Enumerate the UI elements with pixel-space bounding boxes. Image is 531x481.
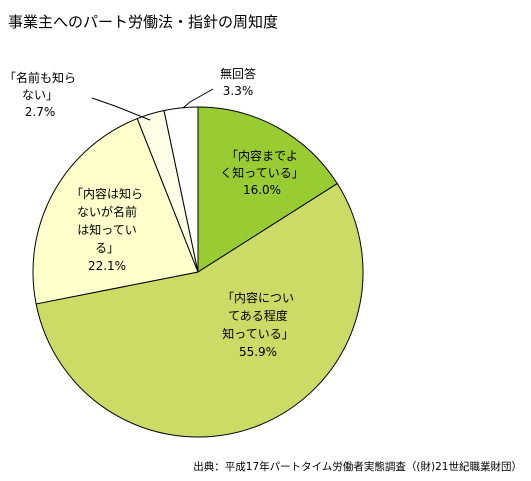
slice-label-line-well: く知っている」 (220, 166, 303, 180)
slice-label-well: 「内容までよく知っている」 16.0% (220, 148, 303, 197)
chart-title: 事業主へのパート労働法・指針の周知度 (8, 13, 278, 31)
slice-label-line-unaware: ない」 (22, 88, 58, 102)
slice-value-some: 55.9% (239, 345, 277, 359)
slice-label-line-nameonly: ないが名前 (77, 204, 137, 219)
slice-value-noanswer: 3.3% (223, 84, 254, 98)
pie-slice-nameonly (32, 118, 199, 305)
slice-label-line-well: 「内容までよ (226, 148, 298, 163)
leader-line-unaware (91, 97, 151, 121)
slice-label-some: 「内容についてある程度知っている」 55.9% (222, 290, 294, 359)
slice-value-nameonly: 22.1% (88, 259, 126, 273)
source-note: 出典：平成17年パートタイム労働者実態調査（(財)21世紀職業財団） (193, 460, 522, 473)
slice-label-line-some: てある程度 (228, 308, 288, 323)
slice-label-line-nameonly: 「内容は知ら (71, 186, 143, 201)
pie-slice-well (197, 106, 338, 273)
slice-value-well: 16.0% (243, 183, 281, 197)
pie-slices (32, 106, 364, 438)
slice-label-nameonly: 「内容は知らないが名前は知っている」 22.1% (71, 186, 143, 273)
slice-label-unaware: 「名前も知らない」 2.7% (4, 70, 76, 119)
slice-labels: 「内容までよく知っている」 16.0% 「内容についてある程度知っている」 55.9%… (4, 66, 304, 359)
slice-label-line-noanswer: 無回答 (220, 66, 256, 81)
leader-lines (91, 88, 214, 121)
slice-label-noanswer: 無回答 3.3% (220, 66, 256, 98)
slice-label-line-some: 「内容につい (222, 290, 294, 305)
slice-label-line-some: 知っている」 (222, 327, 293, 341)
pie-slice-some (35, 183, 364, 438)
slice-label-line-unaware: 「名前も知ら (4, 70, 76, 85)
slice-value-unaware: 2.7% (25, 105, 56, 119)
pie-slice-noanswer (163, 106, 199, 273)
slice-label-line-nameonly: る」 (95, 241, 119, 255)
leader-line-noanswer (182, 88, 214, 109)
slice-label-line-nameonly: は知ってい (77, 223, 136, 237)
